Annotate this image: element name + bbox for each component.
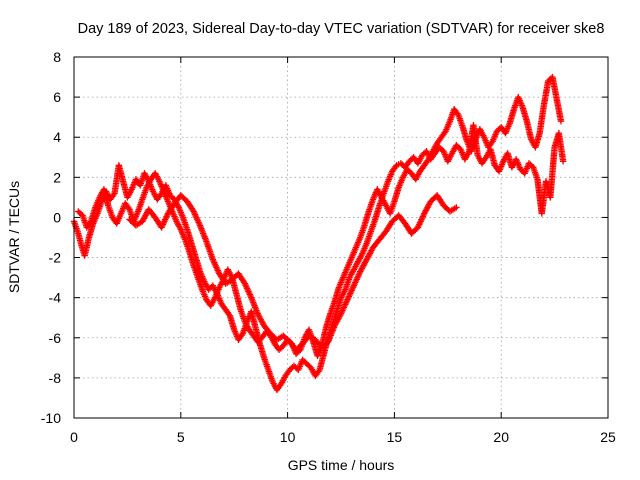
series-trace-b <box>75 73 565 360</box>
x-tick-label: 5 <box>177 429 185 445</box>
y-tick-label: 0 <box>53 209 61 225</box>
data-point-marker <box>559 158 567 165</box>
data-point-marker <box>557 117 565 125</box>
x-tick-label: 15 <box>387 429 403 445</box>
y-axis-label: SDTVAR / TECUs <box>6 181 22 293</box>
data-point-marker <box>453 204 460 211</box>
x-tick-label: 20 <box>493 429 509 445</box>
axis-ticks: 0 5 10 15 20 25 -10 -8 -6 -4 -2 0 2 4 6 8 <box>41 49 616 445</box>
grid <box>74 57 608 418</box>
x-tick-label: 0 <box>70 429 78 445</box>
y-tick-label: 8 <box>53 49 61 65</box>
y-tick-label: -6 <box>49 330 62 346</box>
y-tick-label: -8 <box>49 370 62 386</box>
plot-frame <box>73 56 609 419</box>
data-points <box>70 73 567 394</box>
y-tick-label: -10 <box>41 410 61 426</box>
y-tick-label: 6 <box>53 89 61 105</box>
series-trace-c <box>126 192 460 354</box>
y-tick-label: -4 <box>49 290 62 306</box>
x-tick-label: 25 <box>600 429 616 445</box>
y-tick-label: -2 <box>49 250 62 266</box>
chart-title: Day 189 of 2023, Sidereal Day-to-day VTE… <box>78 21 605 37</box>
y-tick-label: 4 <box>53 129 61 145</box>
x-axis-label: GPS time / hours <box>288 457 395 473</box>
x-tick-label: 10 <box>280 429 296 445</box>
y-tick-label: 2 <box>53 169 61 185</box>
